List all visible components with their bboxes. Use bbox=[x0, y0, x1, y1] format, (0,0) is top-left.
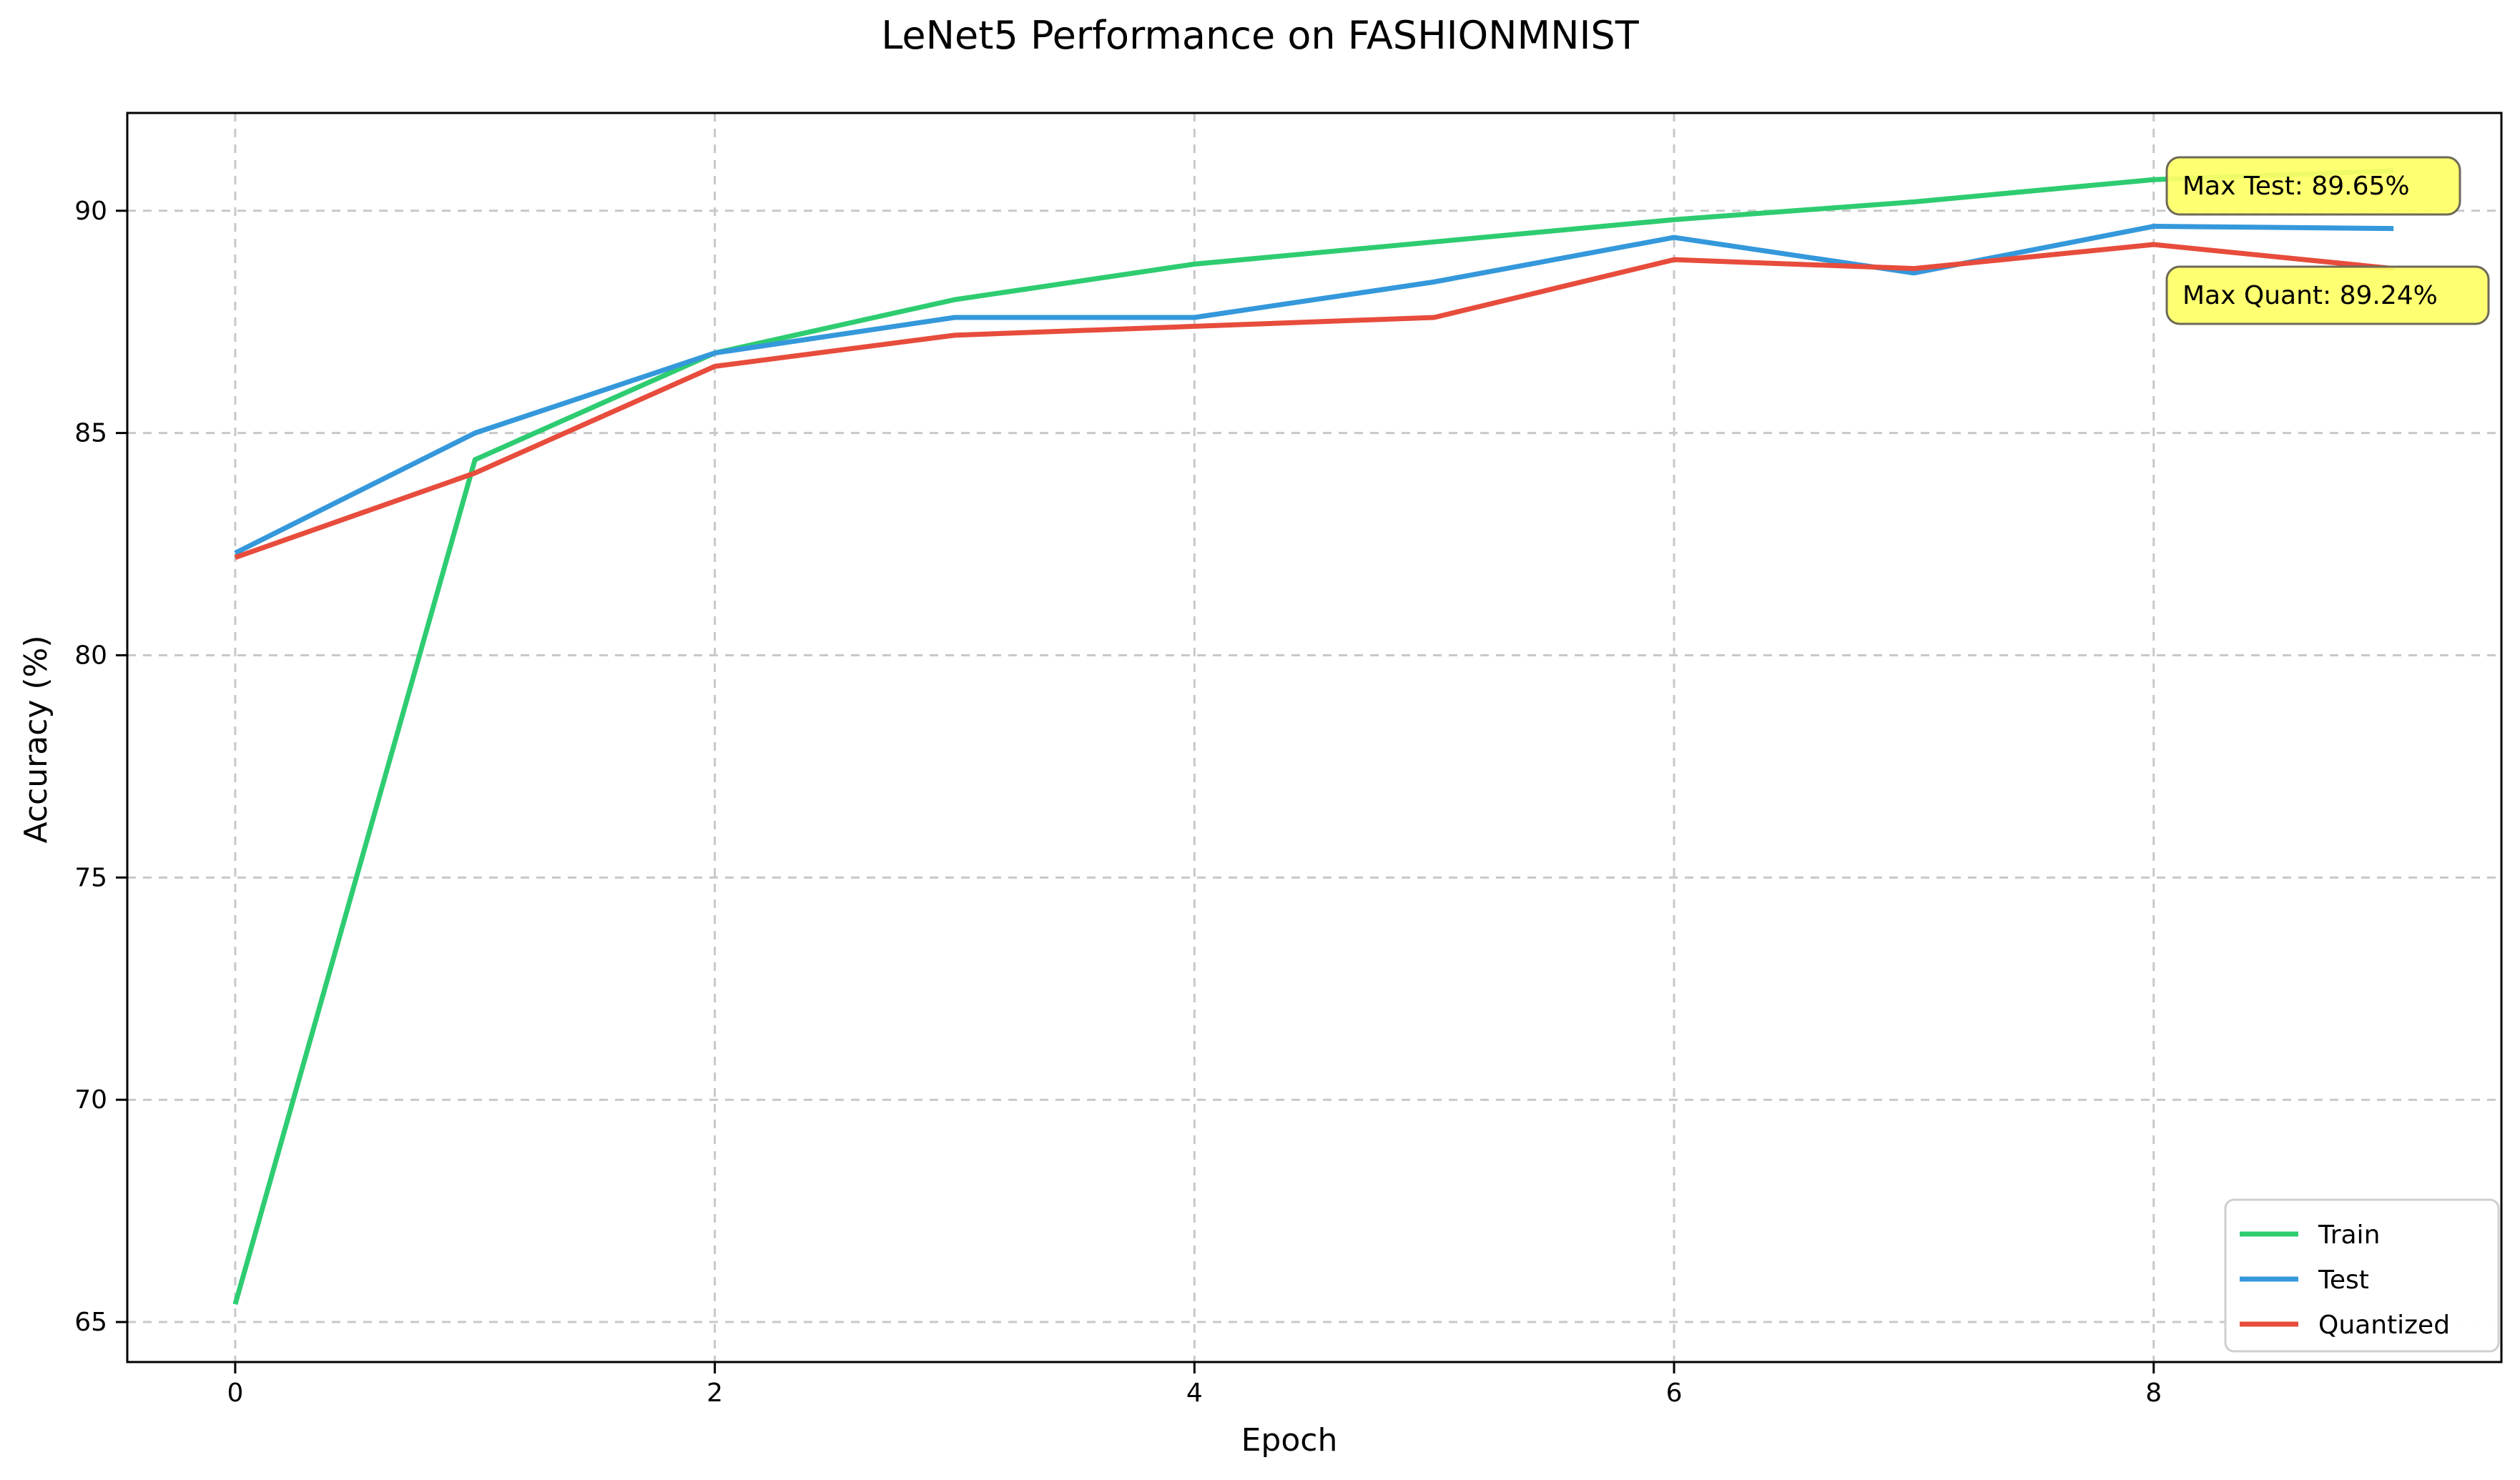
annotation-layer: Max Test: 89.65% Max Quant: 89.24% bbox=[2165, 156, 2490, 325]
x-tick-label: 8 bbox=[2145, 1378, 2162, 1408]
annotation-box bbox=[2165, 156, 2461, 216]
chart-title: LeNet5 Performance on FASHIONMNIST bbox=[881, 13, 1639, 58]
legend: Train Test Quantized bbox=[2224, 1198, 2500, 1353]
annotation-label: Max Quant: 89.24% bbox=[2182, 281, 2438, 310]
y-tick-label: 75 bbox=[74, 863, 107, 892]
annotation-label: Max Test: 89.65% bbox=[2182, 172, 2410, 201]
annotation-max-test: Max Test: 89.65% bbox=[2165, 156, 2461, 216]
legend-label-test: Test bbox=[2318, 1266, 2369, 1295]
x-axis-label: Epoch bbox=[1241, 1422, 1338, 1459]
x-tick-label: 2 bbox=[707, 1378, 723, 1408]
legend-label-train: Train bbox=[2318, 1220, 2380, 1250]
y-tick-label: 80 bbox=[74, 641, 107, 670]
y-tick-label: 90 bbox=[74, 197, 107, 226]
y-tick-label: 70 bbox=[74, 1085, 107, 1115]
x-tick-label: 4 bbox=[1186, 1378, 1203, 1408]
plot-border bbox=[126, 112, 2503, 1363]
y-tick-label: 65 bbox=[74, 1308, 107, 1337]
series-line-train bbox=[232, 168, 2394, 1306]
series-line-quantized bbox=[234, 242, 2394, 561]
y-axis-label: Accuracy (%) bbox=[18, 635, 54, 843]
x-tick-label: 0 bbox=[227, 1378, 243, 1408]
annotation-max-quant: Max Quant: 89.24% bbox=[2165, 265, 2490, 325]
x-tick-label: 6 bbox=[1666, 1378, 1683, 1408]
series-layer bbox=[232, 168, 2394, 1306]
series-line-test bbox=[234, 224, 2394, 556]
annotation-box bbox=[2165, 265, 2490, 325]
y-tick-label: 85 bbox=[74, 419, 107, 448]
axis-layer: 0 2 4 6 8 65 70 75 80 85 90 bbox=[74, 112, 2503, 1408]
legend-box bbox=[2224, 1198, 2500, 1353]
legend-label-quantized: Quantized bbox=[2318, 1311, 2450, 1340]
